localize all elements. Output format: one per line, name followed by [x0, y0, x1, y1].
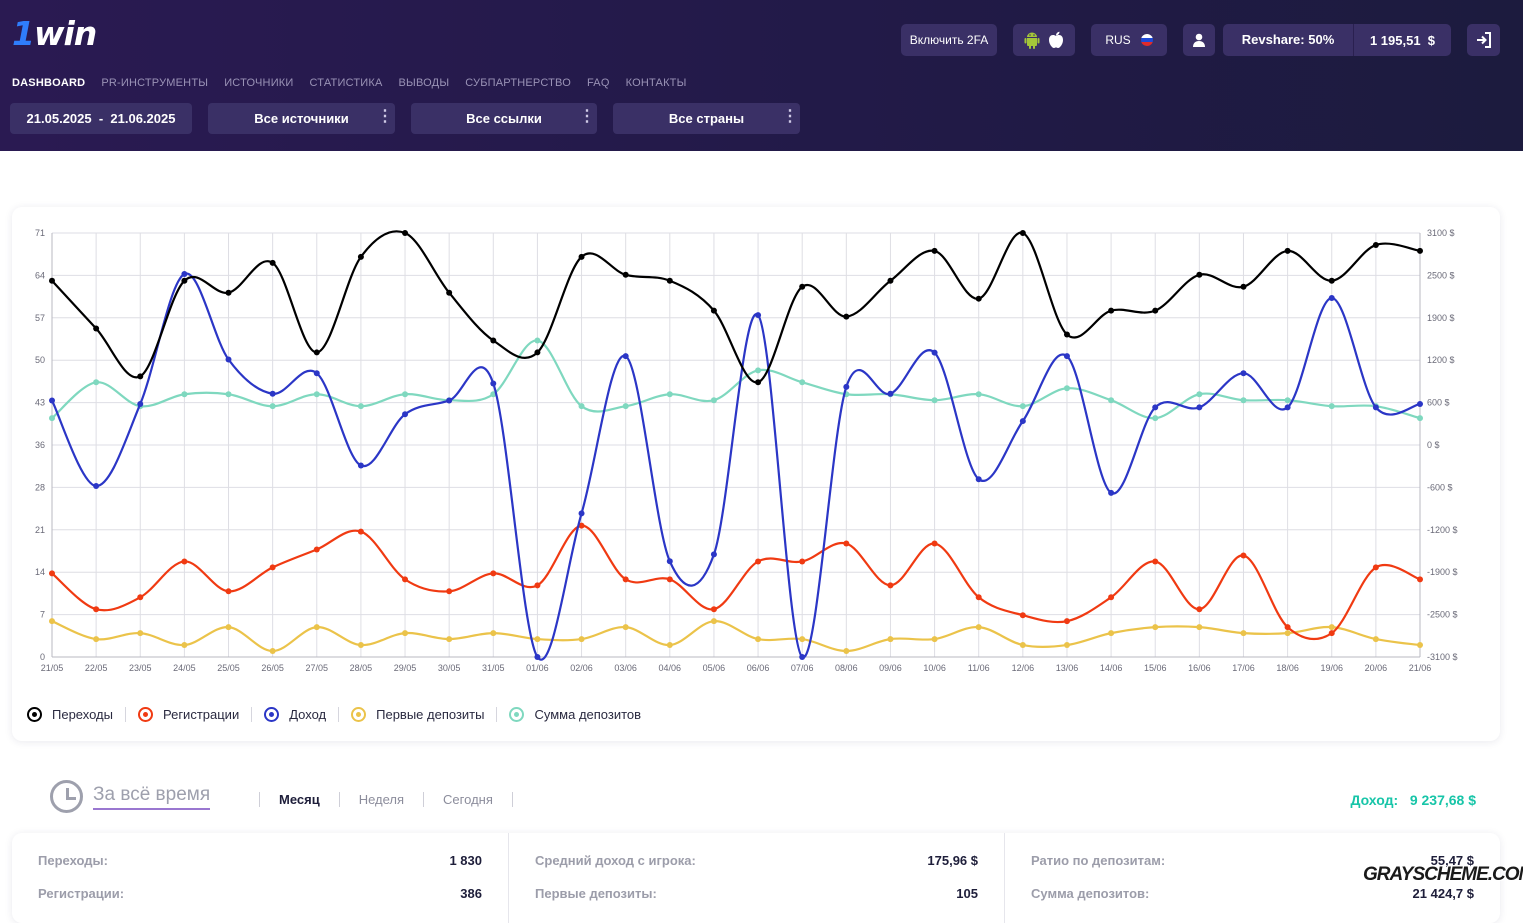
enable-2fa-button[interactable]: Включить 2FA — [901, 24, 997, 56]
language-selector[interactable]: RUS — [1091, 24, 1167, 56]
logo[interactable]: 1win — [12, 14, 97, 53]
nav-faq[interactable]: FAQ — [586, 77, 610, 89]
stat-row: Средний доход с игрока: 175,96 $ — [535, 853, 978, 868]
revshare-balance-panel: Revshare: 50% 1 195,51 $ — [1223, 24, 1451, 56]
stat-row: Сумма депозитов: 21 424,7 $ — [1031, 886, 1474, 901]
stat-value: 175,96 $ — [927, 853, 978, 868]
stat-key: Регистрации: — [38, 886, 125, 901]
enable-2fa-label: Включить 2FA — [909, 33, 989, 47]
sources-filter-label: Все источники — [254, 111, 349, 126]
period-tabs: Месяц Неделя Сегодня — [259, 792, 513, 807]
sources-filter[interactable]: Все источники ⋮ — [208, 103, 395, 134]
legend-label: Доход — [289, 707, 327, 722]
legend-label: Сумма депозитов — [534, 707, 642, 722]
stat-key: Переходы: — [38, 853, 108, 868]
profile-button[interactable] — [1183, 24, 1215, 56]
period-all-time[interactable]: За всё время — [93, 784, 211, 810]
stats-panel: Переходы: 1 830 Регистрации: 386 Средний д… — [12, 833, 1500, 923]
stats-column-1: Переходы: 1 830 Регистрации: 386 — [12, 833, 508, 923]
balance-value: 1 195,51 $ — [1369, 32, 1436, 48]
stat-value: 386 — [460, 886, 482, 901]
legend-marker-icon — [264, 707, 280, 722]
main-nav: DASHBOARD PR-ИНСТРУМЕНТЫ ИСТОЧНИКИ СТАТИ… — [12, 77, 687, 89]
tab-month[interactable]: Месяц — [259, 792, 339, 807]
period-selector: За всё время — [50, 780, 211, 813]
android-icon[interactable] — [1024, 31, 1040, 49]
nav-subpartnership[interactable]: СУБПАРТНЕРСТВО — [465, 77, 571, 89]
nav-withdrawals[interactable]: ВЫВОДЫ — [398, 77, 450, 89]
stat-row: Регистрации: 386 — [38, 886, 482, 901]
legend-item-first-deposits[interactable]: Первые депозиты — [351, 707, 498, 722]
legend-item-clicks[interactable]: Переходы — [27, 707, 126, 722]
stat-key: Средний доход с игрока: — [535, 853, 696, 868]
nav-contacts[interactable]: КОНТАКТЫ — [625, 77, 687, 89]
stat-row: Ратио по депозитам: 55,47 $ — [1031, 853, 1474, 868]
chart-legend: Переходы Регистрации Доход Первые депози… — [27, 707, 665, 722]
kebab-menu-icon[interactable]: ⋮ — [782, 108, 798, 125]
stat-row: Первые депозиты: 105 — [535, 886, 978, 901]
logout-button[interactable] — [1467, 24, 1500, 56]
tab-today[interactable]: Сегодня — [423, 792, 512, 807]
nav-pr-tools[interactable]: PR-ИНСТРУМЕНТЫ — [101, 77, 209, 89]
legend-marker-icon — [351, 707, 367, 722]
links-filter[interactable]: Все ссылки ⋮ — [411, 103, 597, 134]
russia-flag-icon — [1140, 34, 1153, 46]
legend-label: Переходы — [52, 707, 113, 722]
logout-icon — [1476, 32, 1491, 48]
legend-label: Первые депозиты — [376, 707, 485, 722]
date-range-label: 21.05.2025 - 21.06.2025 — [26, 111, 176, 126]
stat-key: Первые депозиты: — [535, 886, 657, 901]
stat-row: Переходы: 1 830 — [38, 853, 482, 868]
user-icon — [1193, 33, 1205, 47]
language-label: RUS — [1105, 33, 1131, 47]
stats-column-2: Средний доход с игрока: 175,96 $ Первые д… — [508, 833, 1004, 923]
legend-marker-icon — [509, 707, 525, 722]
legend-marker-icon — [27, 707, 42, 722]
stat-key: Ратио по депозитам: — [1031, 853, 1166, 868]
date-range-filter[interactable]: 21.05.2025 - 21.06.2025 — [10, 103, 192, 134]
chart-card — [12, 207, 1500, 741]
kebab-menu-icon[interactable]: ⋮ — [377, 108, 393, 125]
stats-column-3: Ратио по депозитам: 55,47 $ Сумма депозит… — [1004, 833, 1500, 923]
stat-value: 1 830 — [449, 853, 482, 868]
revshare-label: Revshare: 50% — [1223, 24, 1354, 56]
header: 1win DASHBOARD PR-ИНСТРУМЕНТЫ ИСТОЧНИКИ … — [0, 0, 1523, 151]
legend-item-deposit-sum[interactable]: Сумма депозитов — [509, 707, 653, 722]
stat-value: 105 — [956, 886, 978, 901]
kebab-menu-icon[interactable]: ⋮ — [579, 108, 595, 125]
clock-icon — [50, 780, 83, 813]
legend-item-registrations[interactable]: Регистрации — [137, 707, 253, 722]
income-label: Доход: — [1350, 792, 1399, 808]
nav-statistics[interactable]: СТАТИСТИКА — [309, 77, 383, 89]
tab-divider — [511, 792, 513, 807]
legend-marker-icon — [137, 707, 153, 722]
watermark: GRAYSCHEME.COM — [1363, 864, 1523, 885]
stat-value: 55,47 $ — [1430, 853, 1474, 868]
income-value: 9 237,68 $ — [1409, 792, 1476, 808]
links-filter-label: Все ссылки — [466, 111, 542, 126]
mobile-apps-button[interactable] — [1013, 24, 1075, 56]
apple-icon[interactable] — [1048, 31, 1064, 49]
legend-item-income[interactable]: Доход — [264, 707, 340, 722]
nav-dashboard[interactable]: DASHBOARD — [12, 77, 86, 89]
tab-week[interactable]: Неделя — [338, 792, 423, 807]
countries-filter-label: Все страны — [668, 111, 745, 126]
stat-key: Сумма депозитов: — [1031, 886, 1150, 901]
legend-label: Регистрации — [162, 707, 240, 722]
income-summary: Доход: 9 237,68 $ — [1350, 792, 1476, 808]
nav-sources[interactable]: ИСТОЧНИКИ — [224, 77, 294, 89]
stat-value: 21 424,7 $ — [1412, 886, 1474, 901]
countries-filter[interactable]: Все страны ⋮ — [613, 103, 800, 134]
